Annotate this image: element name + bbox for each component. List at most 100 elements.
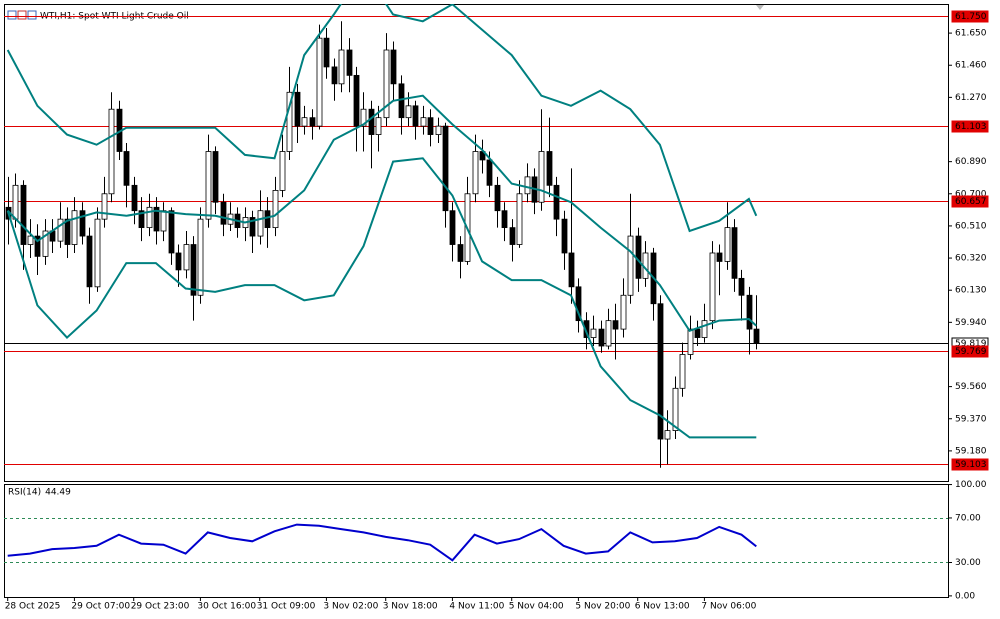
candle-body	[338, 49, 345, 85]
candle-body	[746, 294, 753, 330]
candle-body	[524, 176, 531, 195]
main-panel-frame	[4, 4, 949, 482]
candle-body	[34, 235, 41, 257]
candle-body	[12, 184, 19, 220]
price-level-label: 59.769	[955, 347, 987, 357]
x-tick-label: 29 Oct 23:00	[131, 602, 190, 612]
candle-body	[694, 328, 701, 338]
candle-body	[472, 151, 479, 195]
candle-body	[427, 117, 434, 135]
candle-body	[108, 108, 115, 195]
axes: 61.650 61.460 61.270 60.890 60.700 60.510 60.3…	[5, 10, 989, 612]
candle-body	[753, 328, 760, 344]
candle-body	[494, 184, 501, 212]
x-tick-label: 29 Oct 07:00	[71, 602, 130, 612]
x-tick-label: 5 Nov 04:00	[509, 602, 564, 612]
candle-body	[679, 354, 686, 389]
candle-body	[375, 117, 382, 135]
y-tick-label: 61.270	[955, 93, 987, 103]
price-level-label: 61.103	[955, 122, 987, 132]
candle-body	[731, 227, 738, 279]
candle-body	[94, 218, 101, 288]
candle-body	[605, 320, 612, 347]
x-tick-label: 31 Oct 09:00	[257, 602, 316, 612]
y-tick-label: 61.650	[955, 29, 987, 39]
candle-body	[360, 108, 367, 127]
rsi-y-tick-label: 100.00	[955, 480, 987, 490]
candle-body	[264, 210, 271, 229]
candle-body	[123, 151, 130, 186]
candle-body	[405, 105, 412, 119]
x-tick-label: 7 Nov 06:00	[701, 602, 756, 612]
candle-body	[346, 49, 353, 76]
candle-body	[279, 151, 286, 191]
y-tick-label: 61.460	[955, 61, 987, 71]
candle-body	[168, 210, 175, 254]
candle-body	[57, 218, 64, 242]
candle-body	[353, 74, 360, 127]
candle-body	[131, 184, 138, 212]
candle-body	[672, 387, 679, 431]
candle-body	[664, 430, 671, 440]
candle-body	[390, 49, 397, 85]
candle-body	[20, 184, 27, 245]
price-level-label: 59.103	[955, 460, 987, 470]
price-level-label: 60.657	[955, 197, 987, 207]
candle-body	[309, 117, 316, 127]
candle-body	[442, 125, 449, 212]
candle-body	[612, 320, 619, 330]
candle-body	[553, 184, 560, 220]
candle-body	[175, 252, 182, 271]
y-tick-label: 60.130	[955, 286, 987, 296]
y-tick-label: 60.700	[955, 189, 987, 199]
x-tick-label: 6 Nov 13:00	[635, 602, 690, 612]
candle-body	[153, 206, 160, 232]
candle-body	[205, 151, 212, 220]
candle-body	[701, 320, 708, 338]
candle-body	[146, 206, 153, 229]
price-level-tag	[951, 195, 989, 208]
candle-body	[598, 328, 605, 347]
candle-body	[516, 193, 523, 245]
candle-body	[331, 66, 338, 85]
candle-body	[249, 217, 256, 237]
candle-body	[620, 294, 627, 330]
candle-body	[86, 235, 93, 288]
candle-body	[738, 277, 745, 296]
candle-body	[323, 37, 330, 68]
candle-body	[183, 244, 190, 271]
candle-body	[561, 218, 568, 254]
y-tick-label: 60.510	[955, 221, 987, 231]
candle-body	[138, 210, 145, 229]
candle-body	[368, 108, 375, 135]
rsi-y-tick-label: 70.00	[955, 513, 981, 523]
price-level-label: 61.750	[955, 12, 987, 22]
y-tick-label: 60.890	[955, 157, 987, 167]
y-tick-label: 59.180	[955, 446, 987, 456]
rsi-plot	[4, 518, 948, 563]
rsi-panel-frame	[4, 484, 949, 598]
price-level-tag	[951, 120, 989, 133]
candle-body	[160, 210, 167, 232]
candle-body	[42, 230, 49, 257]
y-tick-label: 59.940	[955, 318, 987, 328]
candle-body	[568, 252, 575, 288]
bollinger-band	[6, 4, 758, 233]
candle-body	[286, 91, 293, 152]
y-tick-label: 60.320	[955, 254, 987, 264]
symbol-icon	[7, 10, 37, 20]
candle-body	[383, 49, 390, 119]
candle-body	[724, 227, 731, 262]
price-level-tag	[951, 10, 989, 23]
shift-marker	[756, 5, 764, 10]
x-tick-label: 3 Nov 18:00	[383, 602, 438, 612]
candle-body	[449, 210, 456, 245]
candle-body	[420, 117, 427, 127]
candle-body	[64, 218, 71, 245]
price-level-tag	[951, 345, 989, 358]
candle-body	[486, 159, 493, 186]
rsi-y-tick-label: 30.00	[955, 558, 981, 568]
price-level-label: 59.819	[955, 339, 987, 349]
candle-body	[316, 37, 323, 127]
